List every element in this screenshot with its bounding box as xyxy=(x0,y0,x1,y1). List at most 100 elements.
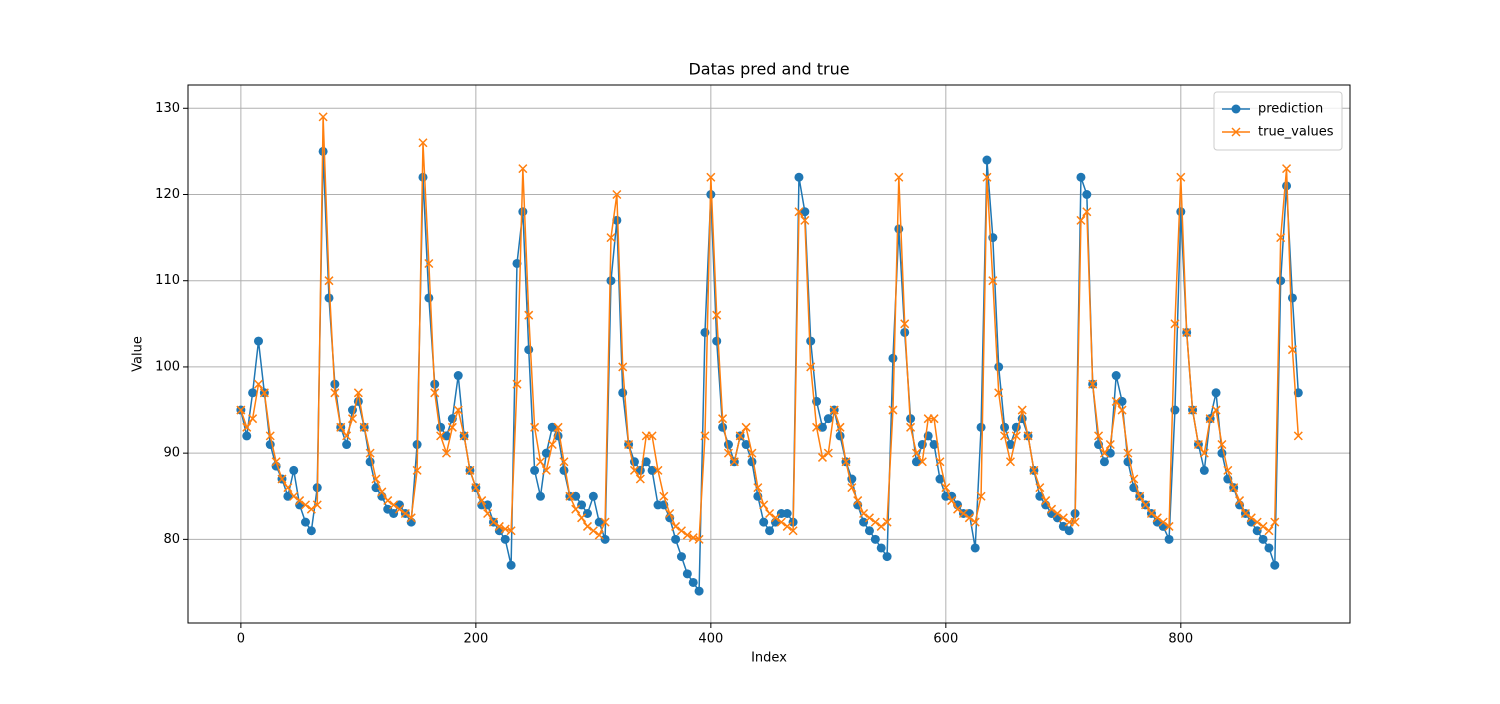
y-axis-label: Value xyxy=(131,336,146,372)
data-point xyxy=(682,569,692,579)
data-point xyxy=(1199,465,1209,475)
data-point xyxy=(1111,396,1121,406)
data-point xyxy=(571,504,581,514)
data-point xyxy=(324,276,334,286)
data-point xyxy=(400,508,410,519)
data-point xyxy=(1123,448,1133,458)
data-point xyxy=(718,422,728,432)
data-point xyxy=(835,431,845,441)
data-point xyxy=(853,496,863,506)
data-point xyxy=(741,422,751,432)
data-point xyxy=(765,508,775,519)
data-point xyxy=(424,293,434,303)
data-point xyxy=(735,431,745,441)
data-point xyxy=(547,439,557,450)
data-point xyxy=(1287,345,1297,355)
data-point xyxy=(565,491,575,501)
data-point xyxy=(1264,526,1274,536)
data-point xyxy=(911,457,921,467)
data-point xyxy=(253,336,263,346)
data-point xyxy=(800,207,810,217)
data-point xyxy=(336,422,346,432)
data-point xyxy=(906,422,916,432)
data-point xyxy=(864,526,874,536)
data-point xyxy=(1117,405,1127,415)
data-point xyxy=(518,164,528,174)
data-point xyxy=(500,534,510,544)
x-tick-label: 200 xyxy=(463,632,488,647)
data-point xyxy=(1064,526,1074,536)
data-point xyxy=(941,483,951,493)
data-point xyxy=(559,457,569,467)
data-point xyxy=(994,388,1004,398)
data-point xyxy=(823,414,833,424)
data-point xyxy=(365,448,375,458)
data-point xyxy=(248,414,258,424)
data-point xyxy=(806,336,816,346)
data-point xyxy=(1111,371,1121,381)
data-point xyxy=(1223,465,1233,475)
data-point xyxy=(259,388,269,398)
data-point xyxy=(535,457,546,467)
data-point xyxy=(306,526,316,536)
data-point xyxy=(342,431,352,441)
data-point xyxy=(747,457,757,467)
data-point xyxy=(541,465,551,475)
data-point xyxy=(1293,431,1303,441)
data-point xyxy=(694,586,704,596)
data-point xyxy=(612,215,622,225)
data-point xyxy=(718,414,728,424)
data-point xyxy=(582,509,592,519)
data-point xyxy=(283,491,293,501)
data-point xyxy=(876,543,886,553)
data-point xyxy=(506,560,516,570)
data-point xyxy=(1170,319,1180,329)
legend-marker xyxy=(1231,127,1241,137)
data-point xyxy=(776,517,786,527)
data-point xyxy=(441,431,451,441)
data-point xyxy=(817,452,827,462)
data-point xyxy=(635,465,645,475)
data-point xyxy=(929,440,939,450)
data-point xyxy=(900,319,910,329)
data-point xyxy=(1099,448,1109,458)
data-point xyxy=(759,517,769,527)
data-point xyxy=(324,293,334,303)
data-point xyxy=(1211,405,1221,415)
data-point xyxy=(1058,513,1068,523)
x-tick-label: 600 xyxy=(933,632,958,647)
data-point xyxy=(870,517,880,527)
data-point xyxy=(1276,276,1286,286)
y-tick-label: 130 xyxy=(155,101,180,116)
data-point xyxy=(1029,465,1039,475)
data-point xyxy=(929,414,939,424)
data-point xyxy=(594,530,604,540)
data-point xyxy=(612,189,622,200)
data-point xyxy=(530,422,540,432)
data-point xyxy=(829,405,839,415)
data-point xyxy=(295,496,305,506)
data-point xyxy=(1164,521,1174,531)
data-point xyxy=(682,530,692,540)
legend-label: prediction xyxy=(1258,102,1323,117)
data-point xyxy=(430,388,440,398)
data-point xyxy=(518,207,528,217)
data-point xyxy=(571,491,581,501)
data-point xyxy=(976,422,986,432)
data-point xyxy=(347,414,358,424)
data-point xyxy=(859,508,869,519)
data-point xyxy=(1146,508,1156,519)
data-point xyxy=(812,422,822,432)
data-point xyxy=(389,509,399,519)
data-point xyxy=(841,457,851,467)
data-point xyxy=(471,483,481,493)
x-tick-label: 0 xyxy=(237,632,245,647)
data-point xyxy=(506,526,516,536)
data-point xyxy=(671,534,681,544)
x-axis-label: Index xyxy=(751,651,787,666)
data-point xyxy=(694,534,704,544)
data-point xyxy=(970,517,980,527)
data-point xyxy=(300,500,311,510)
data-point xyxy=(512,258,522,268)
data-point xyxy=(1005,440,1015,450)
